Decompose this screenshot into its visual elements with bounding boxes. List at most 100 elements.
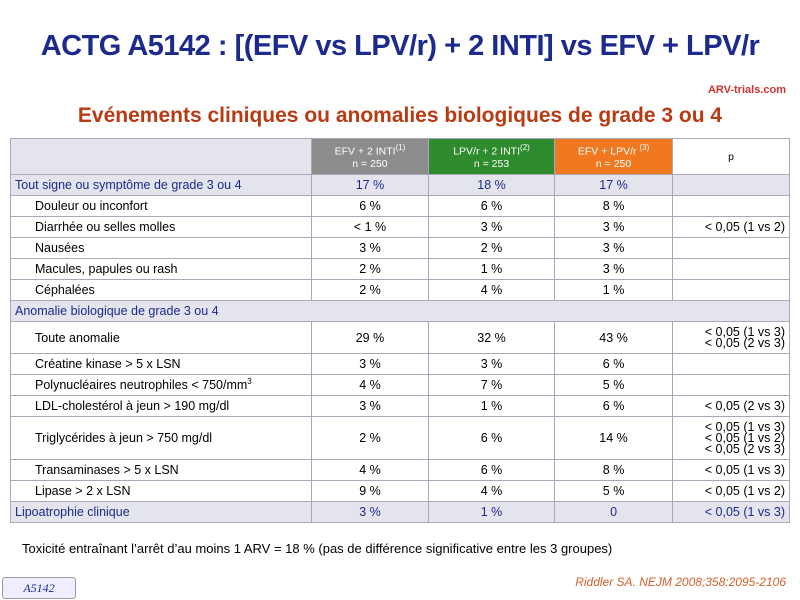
table-row: Diarrhée ou selles molles < 1 % 3 % 3 % < 0,…: [10, 216, 790, 238]
p-line: < 0,05 (1 vs 3): [704, 419, 785, 434]
cell-value: 3 %: [427, 353, 556, 375]
table-row: Toute anomalie 29 % 32 % 43 % < 0,05 (1 vs 3…: [10, 321, 790, 354]
p-value: < 0,05 (1 vs 3): [672, 501, 790, 523]
table-row: Lipoatrophie clinique 3 % 1 % 0 < 0,05 (1 vs…: [10, 501, 790, 523]
row-label: Polynucléaires neutrophiles < 750/mm3: [10, 374, 312, 396]
cell-value: 43 %: [554, 321, 673, 354]
title: ACTG A5142 : [(EFV vs LPV/r) + 2 INTI] v…: [40, 30, 760, 62]
row-label: Douleur ou inconfort: [10, 195, 312, 217]
cell-value: 3 %: [311, 237, 429, 259]
cell-value: 6 %: [311, 195, 429, 217]
row-label-text: Douleur ou inconfort: [35, 199, 148, 213]
row-label: Nausées: [10, 237, 312, 259]
column-header: LPV/r + 2 INTI(2) n = 253: [427, 138, 556, 175]
cell-value: 7 %: [427, 374, 556, 396]
table-row: Triglycérides à jeun > 750 mg/dl 2 % 6 % 14…: [10, 416, 790, 460]
row-label: Diarrhée ou selles molles: [10, 216, 312, 238]
row-label: LDL-cholestérol à jeun > 190 mg/dl: [10, 395, 312, 417]
corner: [10, 138, 312, 175]
row-label-text: Créatine kinase > 5 x LSN: [35, 357, 181, 371]
p-value: [672, 174, 790, 196]
cell-value: 4 %: [311, 459, 429, 481]
p-line: < 0,05 (1 vs 3): [704, 324, 785, 339]
cell-value: 1 %: [554, 279, 673, 301]
p-value: [672, 279, 790, 301]
citation: Riddler SA. NEJM 2008;358:2095-2106: [575, 575, 786, 589]
p-value: < 0,05 (1 vs 3) < 0,05 (1 vs 2) < 0,05 (2 …: [672, 416, 790, 460]
p-line: < 0,05 (1 vs 3): [704, 462, 785, 477]
table-row: LDL-cholestérol à jeun > 190 mg/dl 3 % 1 %…: [10, 395, 790, 417]
column-header: EFV + LPV/r (3) n = 250: [554, 138, 673, 175]
p-value: < 0,05 (1 vs 2): [672, 216, 790, 238]
study-tag: A5142: [2, 577, 76, 599]
cell-value: 8 %: [554, 195, 673, 217]
p-line: < 0,05 (1 vs 2): [704, 219, 785, 234]
column-label: EFV + 2 INTI: [334, 145, 396, 158]
table-row: Céphalées 2 % 4 % 1 %: [10, 279, 790, 301]
p-value: [672, 258, 790, 280]
row-label: Toute anomalie: [10, 321, 312, 354]
p-line: < 0,05 (1 vs 2): [704, 430, 785, 445]
cell-value: 2 %: [311, 416, 429, 460]
row-label-text: Macules, papules ou rash: [35, 262, 178, 276]
table-row: Polynucléaires neutrophiles < 750/mm3 4 %…: [10, 374, 790, 396]
p-value: [672, 195, 790, 217]
logo: ARV-trials.com: [707, 84, 786, 96]
column-header: p: [672, 138, 790, 175]
row-label: Anomalie biologique de grade 3 ou 4: [10, 300, 790, 322]
cell-value: 4 %: [311, 374, 429, 396]
cell-value: 5 %: [554, 480, 673, 502]
p-value: < 0,05 (1 vs 3) < 0,05 (2 vs 3): [672, 321, 790, 354]
p-line: < 0,05 (1 vs 2): [704, 483, 785, 498]
p-line: < 0,05 (1 vs 3): [704, 504, 785, 519]
column-header: EFV + 2 INTI(1) n = 250: [311, 138, 429, 175]
table-row: Nausées 3 % 2 % 3 %: [10, 237, 790, 259]
row-label: Transaminases > 5 x LSN: [10, 459, 312, 481]
cell-value: 2 %: [311, 279, 429, 301]
p-value: [672, 237, 790, 259]
table: EFV + 2 INTI(1) n = 250 LPV/r + 2 INTI(2) n…: [10, 138, 790, 523]
row-label-text: Nausées: [35, 241, 85, 255]
cell-value: 4 %: [427, 279, 556, 301]
table-row: Tout signe ou symptôme de grade 3 ou 4 17…: [10, 174, 790, 196]
header-row: EFV + 2 INTI(1) n = 250 LPV/r + 2 INTI(2) n…: [10, 138, 790, 175]
p-value: < 0,05 (1 vs 2): [672, 480, 790, 502]
cell-value: 1 %: [427, 501, 556, 523]
p-line: < 0,05 (2 vs 3): [704, 335, 785, 350]
column-n: n = 250: [352, 157, 388, 170]
column-n: n = 250: [595, 157, 632, 170]
p-value: [672, 374, 790, 396]
cell-value: 5 %: [554, 374, 673, 396]
cell-value: 3 %: [311, 353, 429, 375]
cell-value: 3 %: [311, 501, 429, 523]
cell-value: 2 %: [427, 237, 556, 259]
cell-value: 9 %: [311, 480, 429, 502]
cell-value: 3 %: [554, 237, 673, 259]
cell-value: 17 %: [554, 174, 673, 196]
row-label-text: Toute anomalie: [35, 330, 120, 345]
cell-value: 29 %: [311, 321, 429, 354]
column-note: (3): [639, 143, 650, 153]
cell-value: 8 %: [554, 459, 673, 481]
row-label-text: Lipoatrophie clinique: [15, 505, 130, 519]
cell-value: 6 %: [554, 353, 673, 375]
cell-value: 1 %: [427, 258, 556, 280]
p-value: [672, 353, 790, 375]
column-note: (1): [395, 143, 406, 153]
table-row: Anomalie biologique de grade 3 ou 4: [10, 300, 790, 322]
row-label: Lipase > 2 x LSN: [10, 480, 312, 502]
cell-value: 4 %: [427, 480, 556, 502]
cell-value: 3 %: [554, 258, 673, 280]
table-row: Douleur ou inconfort 6 % 6 % 8 %: [10, 195, 790, 217]
cell-value: 3 %: [554, 216, 673, 238]
column-label: p: [728, 150, 734, 163]
row-label-text: Polynucléaires neutrophiles < 750/mm: [35, 378, 248, 393]
row-label-text: Tout signe ou symptôme de grade 3 ou 4: [15, 178, 242, 192]
cell-value: 3 %: [427, 216, 556, 238]
cell-value: < 1 %: [311, 216, 429, 238]
column-label: LPV/r + 2 INTI: [453, 145, 521, 158]
table-row: Lipase > 2 x LSN 9 % 4 % 5 % < 0,05 (1 vs 2): [10, 480, 790, 502]
row-label: Tout signe ou symptôme de grade 3 ou 4: [10, 174, 312, 196]
table-row: Créatine kinase > 5 x LSN 3 % 3 % 6 %: [10, 353, 790, 375]
row-label-text: Triglycérides à jeun > 750 mg/dl: [35, 431, 213, 445]
